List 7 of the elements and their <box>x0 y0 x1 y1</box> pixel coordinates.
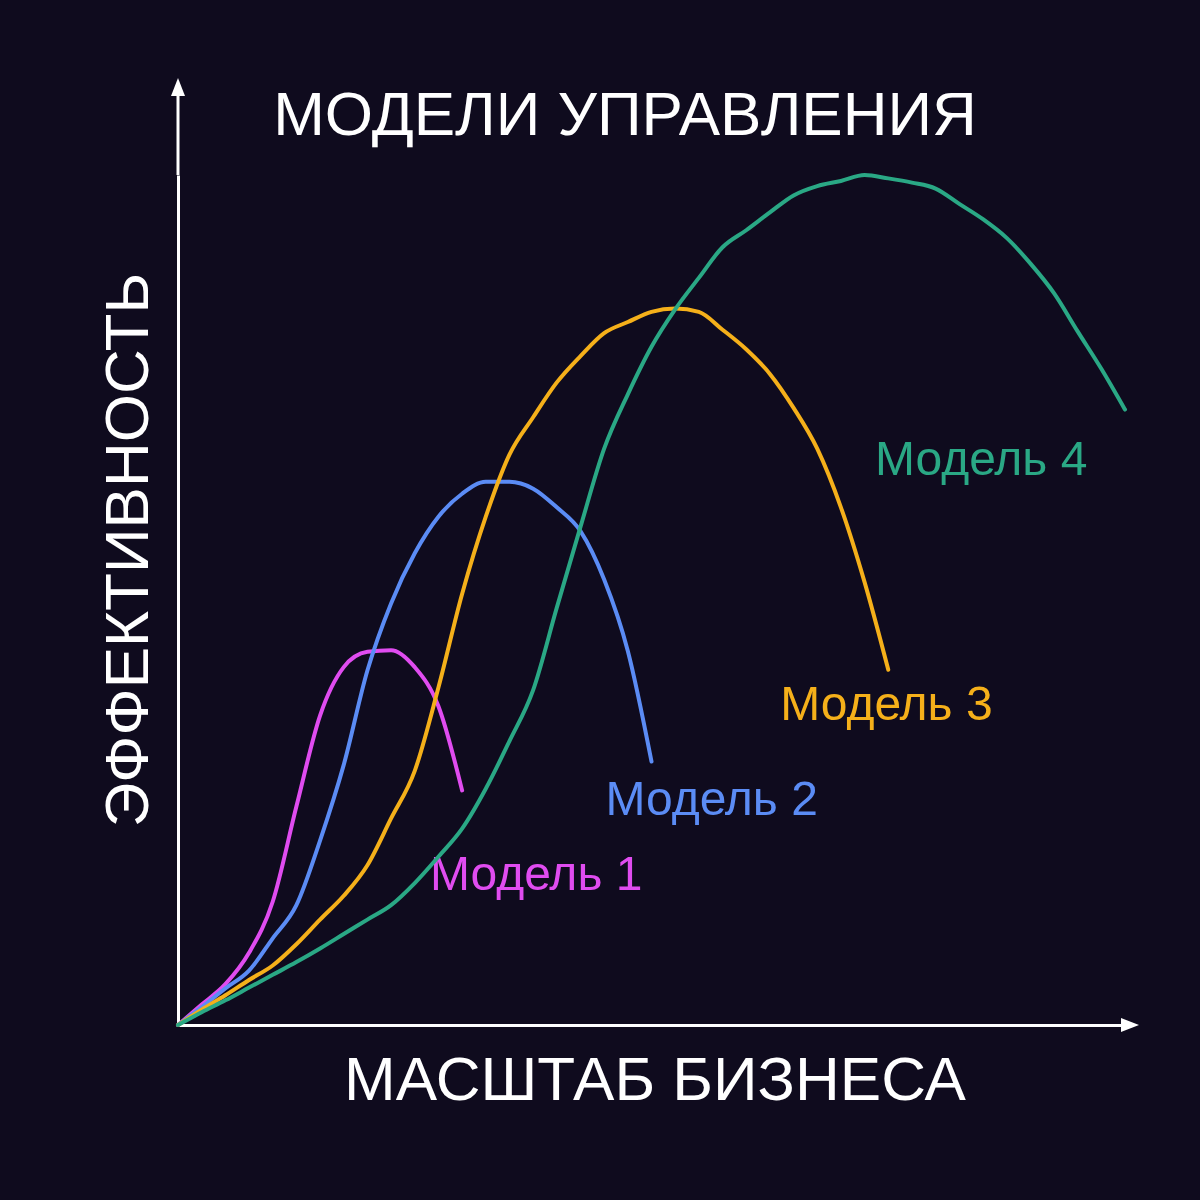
series-label: Модель 1 <box>430 847 643 901</box>
series-label: Модель 3 <box>780 676 993 730</box>
y-axis-title: ЭФФЕКТИВНОСТЬ <box>92 272 161 828</box>
chart-title: МОДЕЛИ УПРАВЛЕНИЯ <box>273 79 977 148</box>
x-axis-title: МАСШТАБ БИЗНЕСА <box>344 1044 967 1113</box>
series-label: Модель 4 <box>875 431 1088 485</box>
series-label: Модель 2 <box>605 771 818 825</box>
